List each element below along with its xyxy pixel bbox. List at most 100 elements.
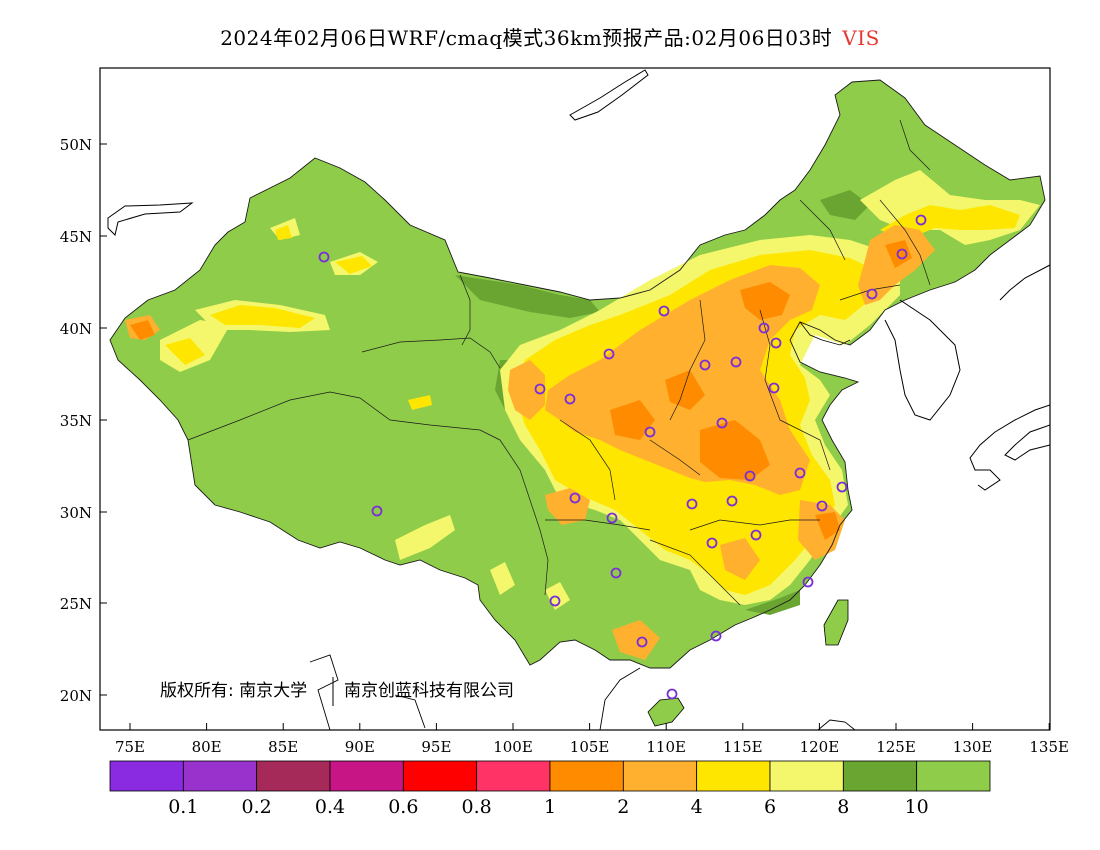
colorbar-swatch — [402, 760, 478, 792]
colorbar-swatch — [842, 760, 918, 792]
colorbar-swatch — [769, 760, 844, 792]
city-marker — [686, 498, 698, 510]
colorbar-tick-label: 4 — [691, 796, 703, 818]
city-marker — [549, 595, 561, 607]
coastline-outline — [569, 69, 649, 121]
city-marker — [770, 337, 782, 349]
city-marker — [644, 426, 656, 438]
latitude-label: 25N — [60, 595, 92, 613]
coastline-outline — [799, 321, 851, 346]
city-marker — [726, 495, 738, 507]
city-marker — [794, 467, 806, 479]
country-border — [109, 79, 1046, 669]
coastline-outline — [309, 654, 426, 730]
longitude-label: 85E — [268, 738, 298, 756]
latitude-label: 35N — [60, 412, 92, 430]
hainan-island — [647, 697, 685, 727]
longitude-label: 80E — [192, 738, 222, 756]
city-marker — [666, 688, 678, 700]
city-marker — [706, 537, 718, 549]
city-marker — [716, 417, 728, 429]
colorbar-swatch — [549, 760, 624, 792]
city-marker — [318, 251, 330, 263]
longitude-label: 105E — [570, 738, 610, 756]
city-marker — [730, 356, 742, 368]
longitude-label: 75E — [115, 738, 145, 756]
colorbar-tick-label: 0.2 — [242, 796, 272, 818]
colorbar-tick-label: 10 — [905, 796, 929, 818]
title-main: 2024年02月06日WRF/cmaq模式36km预报产品:02月06日03时 — [220, 26, 833, 50]
colorbar — [109, 760, 991, 792]
city-marker — [636, 636, 648, 648]
longitude-label: 90E — [345, 738, 375, 756]
city-marker — [750, 529, 762, 541]
colorbar-labels: 0.1 0.2 0.4 0.6 0.8 1 2 4 6 8 10 — [168, 796, 929, 818]
longitude-label: 135E — [1029, 738, 1069, 756]
colorbar-swatch — [182, 760, 258, 792]
city-marker — [569, 492, 581, 504]
city-marker — [866, 288, 878, 300]
axis-ticks — [100, 143, 1050, 730]
latitude-label: 45N — [60, 228, 92, 246]
orange-zones — [130, 240, 912, 540]
colorbar-swatch — [476, 760, 551, 792]
colorbar-swatch — [622, 760, 698, 792]
city-marker — [816, 500, 828, 512]
longitude-label: 100E — [493, 738, 533, 756]
city-marker — [534, 383, 546, 395]
taiwan-island — [823, 599, 849, 646]
latitude-label: 20N — [60, 687, 92, 705]
colorbar-tick-label: 2 — [617, 796, 629, 818]
longitude-label: 120E — [800, 738, 840, 756]
longitude-label: 125E — [876, 738, 916, 756]
copyright-owner-2: 南京创蓝科技有限公司 — [344, 681, 514, 701]
colorbar-tick-label: 0.4 — [315, 796, 345, 818]
city-marker — [603, 348, 615, 360]
city-marker — [802, 576, 814, 588]
city-marker — [768, 382, 780, 394]
coastline-outline — [969, 264, 1050, 491]
colorbar-tick-label: 8 — [837, 796, 849, 818]
longitude-label: 130E — [953, 738, 993, 756]
city-marker — [658, 305, 670, 317]
copyright-owner-1: 版权所有: 南京大学 — [160, 681, 307, 701]
city-marker — [836, 481, 848, 493]
city-marker — [896, 248, 908, 260]
colorbar-swatch — [696, 760, 771, 792]
colorbar-tick-label: 1 — [544, 796, 556, 818]
colorbar-tick-label: 0.6 — [388, 796, 418, 818]
coastline-outline — [599, 667, 856, 730]
chart-title: 2024年02月06日WRF/cmaq模式36km预报产品:02月06日03时 V… — [0, 22, 1100, 51]
city-marker — [758, 322, 770, 334]
city-marker — [606, 512, 618, 524]
latitude-label: 50N — [60, 136, 92, 154]
latitude-labels: 50N 45N 40N 35N 30N 25N 20N — [60, 136, 92, 705]
latitude-label: 30N — [60, 504, 92, 522]
city-marker — [915, 214, 927, 226]
colorbar-swatch — [256, 760, 331, 792]
colorbar-tick-label: 0.1 — [168, 796, 198, 818]
colorbar-tick-label: 6 — [764, 796, 776, 818]
longitude-label: 115E — [723, 738, 763, 756]
colorbar-swatch — [109, 760, 184, 792]
city-marker — [610, 567, 622, 579]
city-marker — [371, 505, 383, 517]
city-marker — [699, 359, 711, 371]
coastline-outline — [107, 202, 194, 236]
map-frame — [99, 67, 1051, 731]
colorbar-tick-label: 0.8 — [462, 796, 492, 818]
map-content — [107, 69, 1050, 730]
coastline-outline — [884, 299, 961, 421]
colorbar-swatch — [329, 760, 404, 792]
longitude-labels: 75E 80E 85E 90E 95E 100E 105E 110E 115E 120E 125E 1… — [115, 738, 1069, 756]
city-marker — [744, 470, 756, 482]
longitude-label: 110E — [646, 738, 686, 756]
longitude-label: 95E — [421, 738, 451, 756]
title-variable: VIS — [842, 26, 880, 50]
city-marker — [710, 630, 722, 642]
colorbar-swatch — [916, 760, 991, 792]
city-marker — [564, 393, 576, 405]
city-marker-layer — [318, 214, 927, 700]
latitude-label: 40N — [60, 320, 92, 338]
